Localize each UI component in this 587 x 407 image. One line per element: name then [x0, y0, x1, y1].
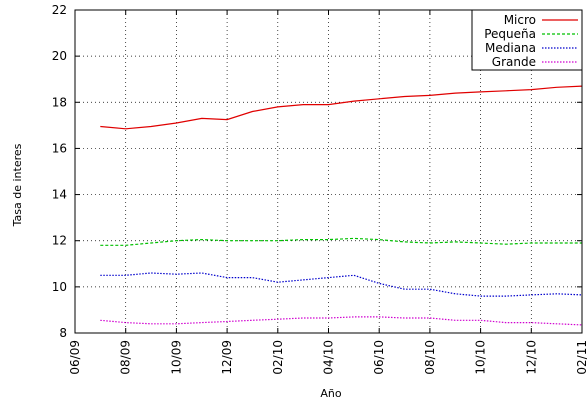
x-tick-label: 06/10	[372, 340, 386, 375]
grid-lines	[75, 10, 582, 333]
y-tick-label: 20	[52, 49, 67, 63]
x-tick-label: 02/10	[271, 340, 285, 375]
y-tick-label: 12	[52, 234, 67, 248]
x-tick-label: 10/09	[169, 340, 183, 375]
series-line-micro	[100, 85, 583, 130]
y-axis-title: Tasa de interes	[11, 143, 24, 227]
x-tick-label: 08/09	[119, 340, 133, 375]
legend-label: Micro	[504, 13, 536, 27]
y-tick-label: 8	[59, 326, 67, 340]
y-tick-label: 16	[52, 141, 67, 155]
series-line-peque-a	[100, 237, 582, 246]
x-tick-label: 12/10	[524, 340, 538, 375]
x-axis-title: Año	[320, 387, 341, 400]
x-tick-label: 10/10	[474, 340, 488, 375]
x-tick-label: 12/09	[220, 340, 234, 375]
x-tick-label: 06/09	[68, 340, 82, 375]
y-axis-ticks: 8 10 12 14 16 18 20 22	[52, 3, 582, 340]
legend-label: Mediana	[485, 41, 536, 55]
y-tick-label: 14	[52, 188, 67, 202]
series-lines	[100, 85, 583, 326]
y-tick-label: 22	[52, 3, 67, 17]
y-tick-label: 10	[52, 280, 67, 294]
legend-label: Pequeña	[484, 27, 536, 41]
x-axis-ticks: 06/09 08/09 10/09 12/09 02/10 04/10 06/10 08/10…	[68, 10, 587, 375]
x-tick-label: 02/11	[575, 340, 587, 375]
y-tick-label: 18	[52, 95, 67, 109]
series-line-grande	[100, 316, 583, 326]
x-tick-label: 04/10	[322, 340, 336, 375]
x-tick-label: 08/10	[423, 340, 437, 375]
series-line-mediana	[100, 272, 583, 297]
legend-label: Grande	[492, 55, 536, 69]
